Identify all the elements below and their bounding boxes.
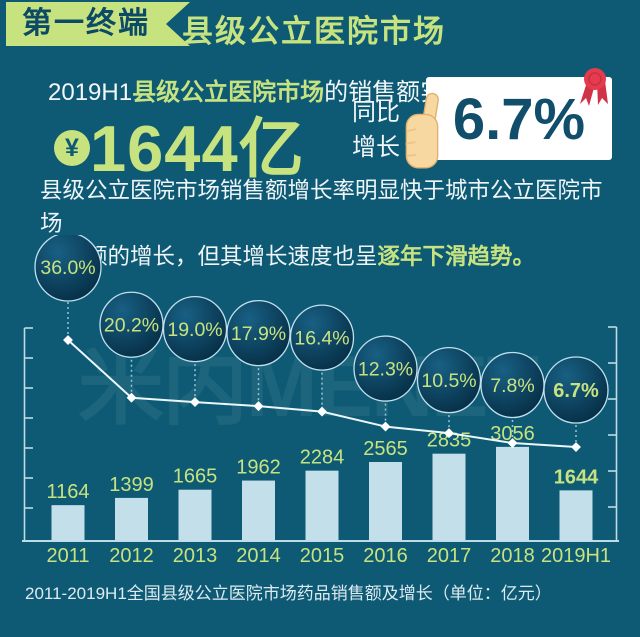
sales-amount-value: 1644亿	[90, 112, 305, 185]
summary-highlight: 县级公立医院市场	[132, 79, 325, 106]
svg-text:19.0%: 19.0%	[167, 319, 222, 341]
hand-icon	[405, 92, 439, 169]
award-ribbon-icon	[580, 68, 608, 106]
paragraph-line1: 县级公立医院市场销售额增长率明显快于城市公立医院市场	[40, 178, 603, 236]
svg-text:1644: 1644	[554, 466, 599, 488]
svg-text:12.3%: 12.3%	[358, 359, 413, 381]
header-ribbon-badge: 第一终端	[6, 2, 190, 46]
yoy-value: 6.7%	[452, 87, 586, 152]
yen-icon: ¥	[54, 130, 90, 166]
svg-text:7.8%: 7.8%	[490, 375, 534, 397]
svg-text:2012: 2012	[109, 545, 154, 565]
svg-text:1164: 1164	[46, 481, 89, 503]
svg-text:2017: 2017	[427, 545, 472, 565]
svg-text:1962: 1962	[236, 457, 281, 479]
svg-text:2011: 2011	[46, 545, 89, 565]
svg-text:2284: 2284	[300, 447, 345, 469]
yoy-value-card: 6.7%	[426, 77, 612, 160]
svg-text:3056: 3056	[490, 423, 535, 445]
svg-text:1399: 1399	[109, 474, 154, 496]
svg-text:2013: 2013	[173, 545, 218, 565]
svg-text:6.7%: 6.7%	[553, 380, 599, 402]
svg-text:20.2%: 20.2%	[104, 315, 159, 337]
svg-text:36.0%: 36.0%	[40, 257, 95, 279]
svg-text:2565: 2565	[363, 438, 408, 460]
svg-text:16.4%: 16.4%	[294, 328, 349, 350]
svg-text:17.9%: 17.9%	[231, 323, 286, 345]
svg-text:2016: 2016	[363, 545, 408, 565]
svg-text:10.5%: 10.5%	[421, 370, 476, 392]
summary-prefix: 2019H1	[48, 79, 133, 106]
svg-text:2019H1: 2019H1	[541, 545, 611, 565]
yoy-label: 同比 增长	[352, 95, 400, 165]
chart-caption: 2011-2019H1全国县级公立医院市场药品销售额及增长（单位：亿元）	[25, 584, 552, 603]
svg-text:2018: 2018	[490, 545, 535, 565]
svg-text:2014: 2014	[236, 545, 281, 565]
yoy-label-line2: 增长	[352, 134, 400, 161]
page-title: 县级公立医院市场	[182, 14, 446, 49]
badge-label: 第一终端	[22, 7, 150, 40]
sales-growth-chart: 1164 2011 1399 2012 1665 2013 1962 2014 2284 2015…	[22, 235, 619, 565]
svg-text:2015: 2015	[300, 545, 345, 565]
paragraph-period: 。	[512, 244, 536, 269]
yoy-label-line1: 同比	[352, 99, 400, 126]
paragraph-highlight: 逐年下滑趋势	[377, 244, 513, 269]
svg-text:1665: 1665	[173, 466, 218, 488]
